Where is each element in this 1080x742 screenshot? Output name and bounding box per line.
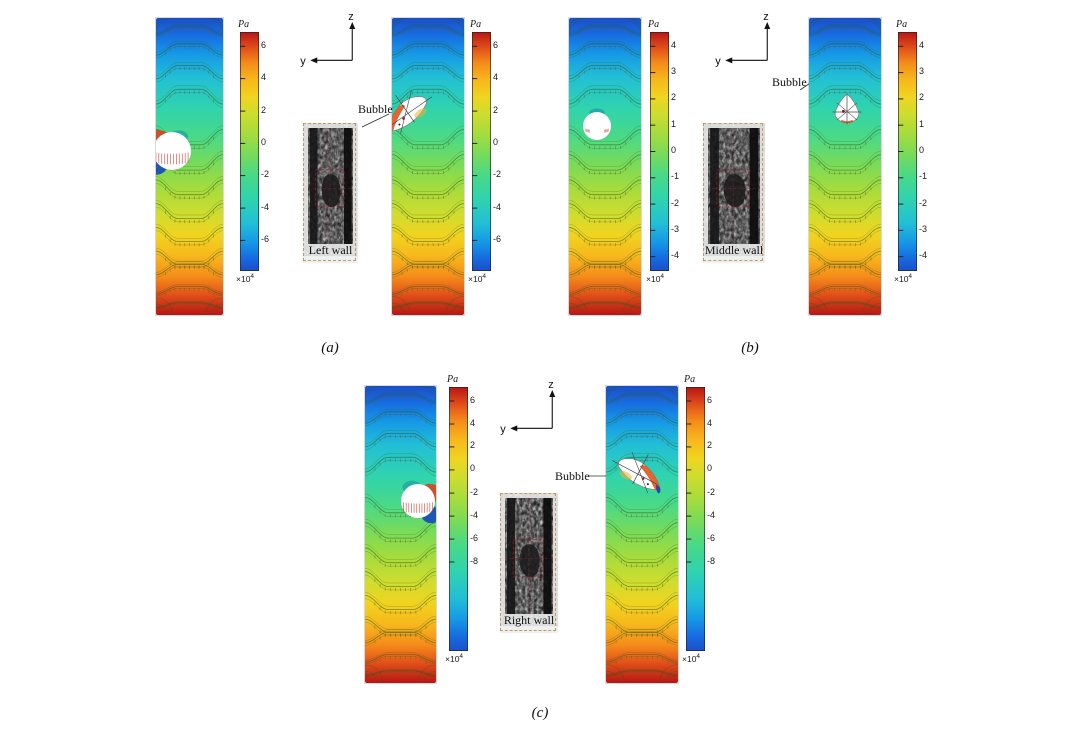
svg-text:z: z bbox=[548, 380, 554, 391]
svg-text:z: z bbox=[763, 12, 769, 23]
svg-text:z: z bbox=[348, 12, 354, 23]
svg-text:y: y bbox=[300, 55, 306, 67]
svg-text:y: y bbox=[500, 423, 506, 435]
svg-text:y: y bbox=[715, 55, 721, 67]
